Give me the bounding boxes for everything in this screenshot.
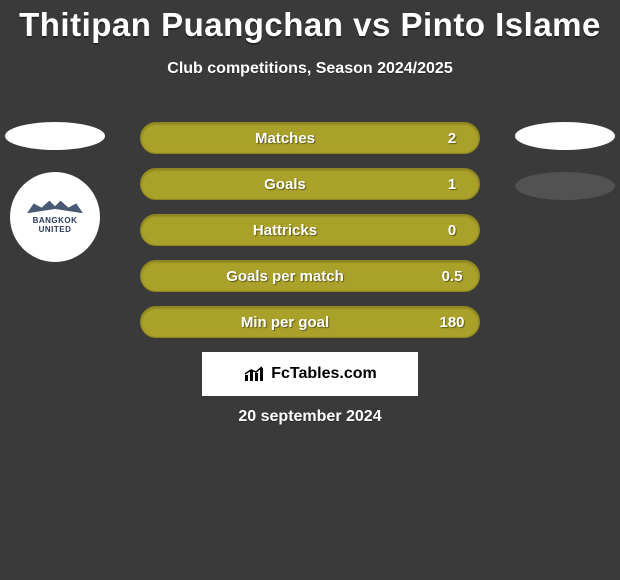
subtitle: Club competitions, Season 2024/2025 [0, 60, 620, 78]
club-badge-left: BANGKOK UNITED [10, 172, 100, 262]
stat-value: 2 [429, 130, 479, 147]
stat-value: 1 [429, 176, 479, 193]
stat-value: 0 [429, 222, 479, 239]
stats-list: Matches 2 Goals 1 Hattricks 0 Goals per … [140, 122, 480, 352]
stat-label: Goals [141, 176, 429, 193]
badge-text-line2: UNITED [39, 226, 72, 235]
page-title: Thitipan Puangchan vs Pinto Islame [0, 0, 620, 44]
stat-row-matches: Matches 2 [140, 122, 480, 154]
right-placeholder-ellipse-1 [515, 122, 615, 150]
badge-wing-icon [27, 199, 83, 213]
stat-row-min-per-goal: Min per goal 180 [140, 306, 480, 338]
brand-box[interactable]: FcTables.com [202, 352, 418, 396]
stat-label: Matches [141, 130, 429, 147]
stat-row-goals-per-match: Goals per match 0.5 [140, 260, 480, 292]
date-text: 20 september 2024 [0, 408, 620, 426]
club-right-column [510, 122, 620, 222]
stat-row-goals: Goals 1 [140, 168, 480, 200]
brand-label: FcTables.com [271, 365, 377, 383]
bar-chart-icon [243, 365, 265, 383]
stat-label: Hattricks [141, 222, 429, 239]
left-placeholder-ellipse [5, 122, 105, 150]
club-left-column: BANGKOK UNITED [0, 122, 110, 262]
right-placeholder-ellipse-2 [515, 172, 615, 200]
stat-value: 0.5 [429, 268, 479, 285]
stat-row-hattricks: Hattricks 0 [140, 214, 480, 246]
stat-value: 180 [429, 314, 479, 331]
stat-label: Goals per match [141, 268, 429, 285]
stat-label: Min per goal [141, 314, 429, 331]
comparison-card: Thitipan Puangchan vs Pinto Islame Club … [0, 0, 620, 580]
